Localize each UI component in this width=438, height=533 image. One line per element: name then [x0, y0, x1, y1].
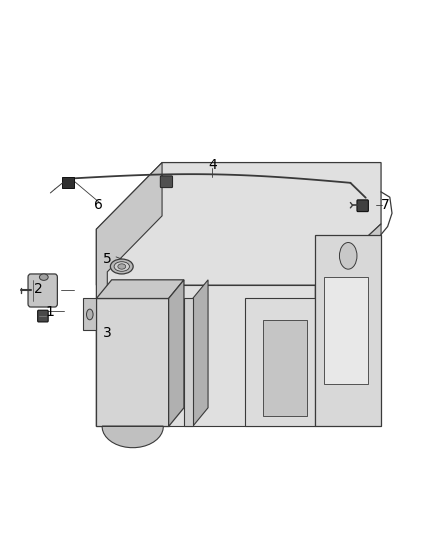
Polygon shape: [245, 298, 315, 426]
Ellipse shape: [110, 259, 133, 274]
Ellipse shape: [339, 243, 357, 269]
Polygon shape: [96, 163, 162, 426]
Text: 7: 7: [381, 198, 390, 212]
FancyBboxPatch shape: [62, 177, 74, 188]
Ellipse shape: [114, 262, 130, 271]
Polygon shape: [315, 235, 381, 426]
Polygon shape: [83, 298, 96, 330]
Text: 2: 2: [34, 282, 43, 296]
Polygon shape: [169, 280, 184, 426]
Polygon shape: [193, 280, 208, 426]
Text: 1: 1: [46, 305, 55, 319]
Polygon shape: [184, 298, 193, 426]
FancyBboxPatch shape: [38, 310, 48, 322]
Polygon shape: [96, 298, 169, 426]
Polygon shape: [96, 163, 381, 285]
Polygon shape: [102, 426, 163, 448]
Text: 5: 5: [103, 252, 112, 265]
FancyBboxPatch shape: [28, 274, 57, 307]
FancyBboxPatch shape: [160, 176, 173, 188]
Ellipse shape: [39, 274, 48, 280]
Text: 3: 3: [103, 326, 112, 340]
Polygon shape: [96, 280, 184, 298]
Polygon shape: [96, 285, 315, 426]
Ellipse shape: [118, 264, 126, 269]
Polygon shape: [324, 277, 368, 384]
FancyBboxPatch shape: [357, 200, 368, 212]
Text: 6: 6: [94, 198, 103, 212]
Polygon shape: [263, 320, 307, 416]
Polygon shape: [315, 224, 381, 426]
Text: 4: 4: [208, 158, 217, 172]
Ellipse shape: [86, 309, 93, 320]
